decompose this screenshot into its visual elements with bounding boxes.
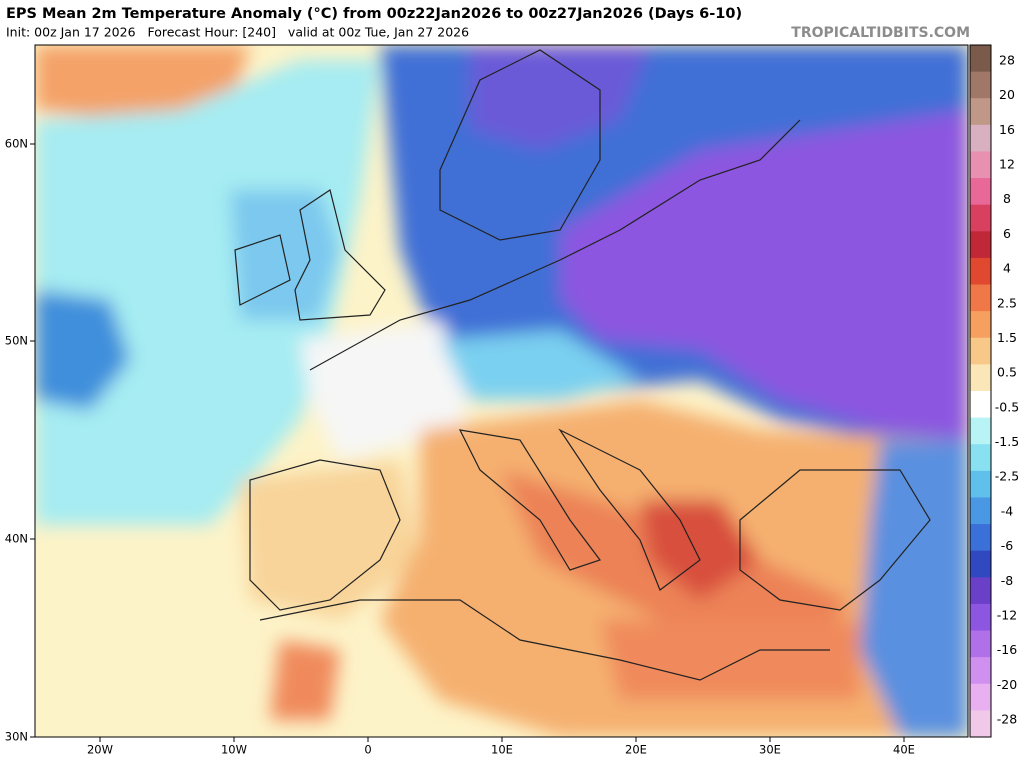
colorbar-label: -12 (997, 607, 1017, 622)
colorbar-segment (970, 364, 991, 392)
colorbar-label: 20 (999, 87, 1015, 102)
colorbar: 28 20 16 12 8 6 4 2.5 1.5 0.5 -0.5 -1.5 -2.5 -4 -6 -8 -1… (969, 44, 1019, 738)
colorbar-label: 28 (999, 53, 1015, 68)
colorbar-segment (970, 311, 991, 339)
colorbar-segment (970, 204, 991, 232)
colorbar-segment (970, 683, 991, 711)
colorbar-label: -8 (1001, 573, 1014, 588)
colorbar-segment (970, 470, 991, 498)
mild-area (240, 460, 420, 620)
lon-label: 20E (625, 743, 647, 757)
lon-label: 10W (221, 743, 247, 757)
site-name: TROPICALTIDBITS.COM (791, 25, 970, 41)
coastlines (234, 49, 931, 681)
colorbar-segment (970, 231, 991, 259)
colorbar-segment (970, 550, 991, 578)
colorbar-segment (970, 497, 991, 525)
axes: 60N 50N 40N 30N 20W 10W 0 10E 20E 30E 40E (5, 137, 915, 757)
cold-area (35, 290, 130, 410)
colorbar-label: 8 (1003, 191, 1011, 206)
cool-area (35, 60, 380, 525)
lon-label: 10E (491, 743, 513, 757)
subtitle: Init: 00z Jan 17 2026 Forecast Hour: [24… (6, 25, 469, 40)
hot-area (640, 500, 760, 600)
warm-area (35, 45, 250, 120)
colorbar-label: 2.5 (997, 295, 1017, 310)
colorbar-segment (970, 630, 991, 658)
colorbar-segment (970, 577, 991, 605)
colorbar-label: -20 (997, 677, 1017, 692)
coastline (439, 49, 601, 241)
coastline (234, 234, 291, 306)
colorbar-segment (970, 710, 991, 738)
lat-label: 30N (5, 730, 28, 744)
coastline (309, 119, 801, 371)
lon-label: 40E (893, 743, 915, 757)
colorbar-label: -2.5 (995, 469, 1019, 484)
colorbar-label: -16 (997, 642, 1017, 657)
lat-label: 50N (5, 334, 28, 348)
coastline (458, 429, 601, 571)
colorbar-segment (970, 444, 991, 472)
lon-label: 0 (364, 743, 371, 757)
colorbar-segment (970, 337, 991, 365)
coastline (259, 599, 830, 681)
colorbar-segment (970, 71, 991, 99)
colorbar-label: 0.5 (997, 365, 1017, 380)
colorbar-label: -4 (1001, 503, 1014, 518)
colorbar-segment (970, 391, 991, 419)
lat-label: 60N (5, 137, 28, 151)
anomaly-field (35, 45, 968, 737)
colorbar-label: 4 (1003, 261, 1011, 276)
colorbar-label: 1.5 (997, 330, 1017, 345)
map (35, 45, 968, 737)
colorbar-label: 12 (999, 157, 1015, 172)
cold-area (860, 440, 968, 737)
coastline (558, 428, 701, 591)
colorbar-segment (970, 178, 991, 206)
colorbar-label: 6 (1003, 226, 1011, 241)
coastline (249, 459, 401, 611)
colorbar-segment (970, 524, 991, 552)
colorbar-label: 16 (999, 122, 1015, 137)
neutral-area (300, 320, 470, 460)
colorbar-segment (970, 417, 991, 445)
lat-label: 40N (5, 532, 28, 546)
colorbar-segment (970, 257, 991, 286)
colorbar-segment (970, 45, 991, 73)
colorbar-label: -28 (997, 712, 1017, 727)
warm-area (270, 640, 340, 720)
lon-label: 20W (87, 743, 113, 757)
colorbar-segment (970, 657, 991, 685)
colorbar-label: -1.5 (995, 434, 1019, 449)
colorbar-label: -6 (1001, 538, 1014, 553)
coastline (739, 469, 931, 611)
colorbar-segment (970, 603, 991, 632)
lon-label: 30E (759, 743, 781, 757)
very-cold-area (470, 45, 650, 150)
colorbar-label: -0.5 (995, 399, 1019, 414)
colorbar-frame (969, 44, 992, 738)
coastline (294, 189, 386, 321)
colorbar-segment (970, 151, 991, 179)
colorbar-segment (970, 124, 991, 152)
warm-area (600, 620, 860, 700)
colorbar-segment (970, 98, 991, 126)
very-cold-area (560, 110, 968, 440)
colorbar-segment (970, 284, 991, 312)
cool-area (440, 330, 640, 400)
title: EPS Mean 2m Temperature Anomaly (°C) fro… (6, 6, 742, 22)
